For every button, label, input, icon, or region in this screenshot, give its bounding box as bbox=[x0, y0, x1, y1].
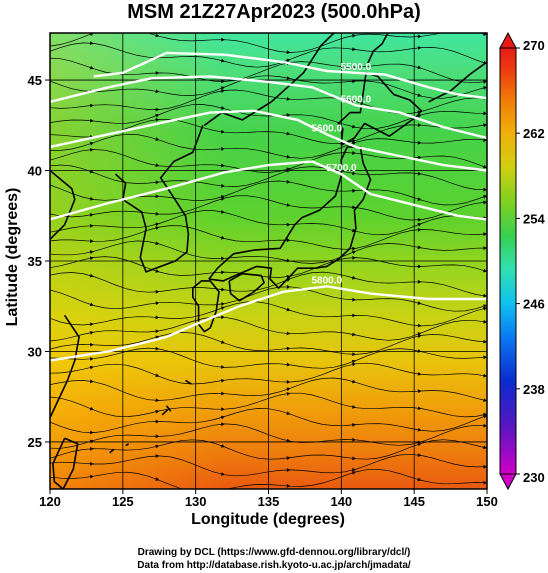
contour-label: 5500.0 bbox=[341, 62, 372, 73]
colorbar-tick-label: 270 bbox=[523, 38, 545, 53]
contour-label: 5600.0 bbox=[341, 94, 372, 105]
colorbar-max-arrow bbox=[500, 33, 516, 48]
y-tick-label: 35 bbox=[28, 254, 42, 269]
colorbar-tick-label: 230 bbox=[523, 470, 545, 485]
x-tick-label: 120 bbox=[39, 494, 61, 509]
y-tick-label: 40 bbox=[28, 164, 42, 179]
colorbar: 230 238 246 254 262 270 bbox=[500, 33, 545, 489]
x-axis-label: Longitude (degrees) bbox=[48, 511, 488, 529]
colorbar-tick-label: 262 bbox=[523, 126, 545, 141]
y-tick-label: 25 bbox=[28, 435, 42, 450]
contour-label: 5800.0 bbox=[311, 275, 342, 286]
x-tick-label: 150 bbox=[476, 494, 498, 509]
colorbar-tick-label: 246 bbox=[523, 297, 545, 312]
x-tick-label: 130 bbox=[185, 494, 207, 509]
y-tick-label: 30 bbox=[28, 344, 42, 359]
credit-data: Data from http://database.rish.kyoto-u.a… bbox=[0, 560, 548, 571]
x-tick-label: 140 bbox=[330, 494, 352, 509]
contour-label: 5700.0 bbox=[326, 163, 357, 174]
x-tick-label: 135 bbox=[258, 494, 280, 509]
y-tick-label: 45 bbox=[28, 73, 42, 88]
colorbar-tick-label: 254 bbox=[523, 211, 545, 226]
colorbar-tick-label: 238 bbox=[523, 382, 545, 397]
credit-drawing: Drawing by DCL (https://www.gfd-dennou.o… bbox=[0, 547, 548, 558]
x-tick-label: 125 bbox=[112, 494, 134, 509]
colorbar-min-arrow bbox=[500, 474, 516, 489]
contour-label: 5600.0 bbox=[311, 123, 342, 134]
x-tick-label: 145 bbox=[403, 494, 425, 509]
y-axis-label: Latitude (degrees) bbox=[4, 172, 22, 342]
